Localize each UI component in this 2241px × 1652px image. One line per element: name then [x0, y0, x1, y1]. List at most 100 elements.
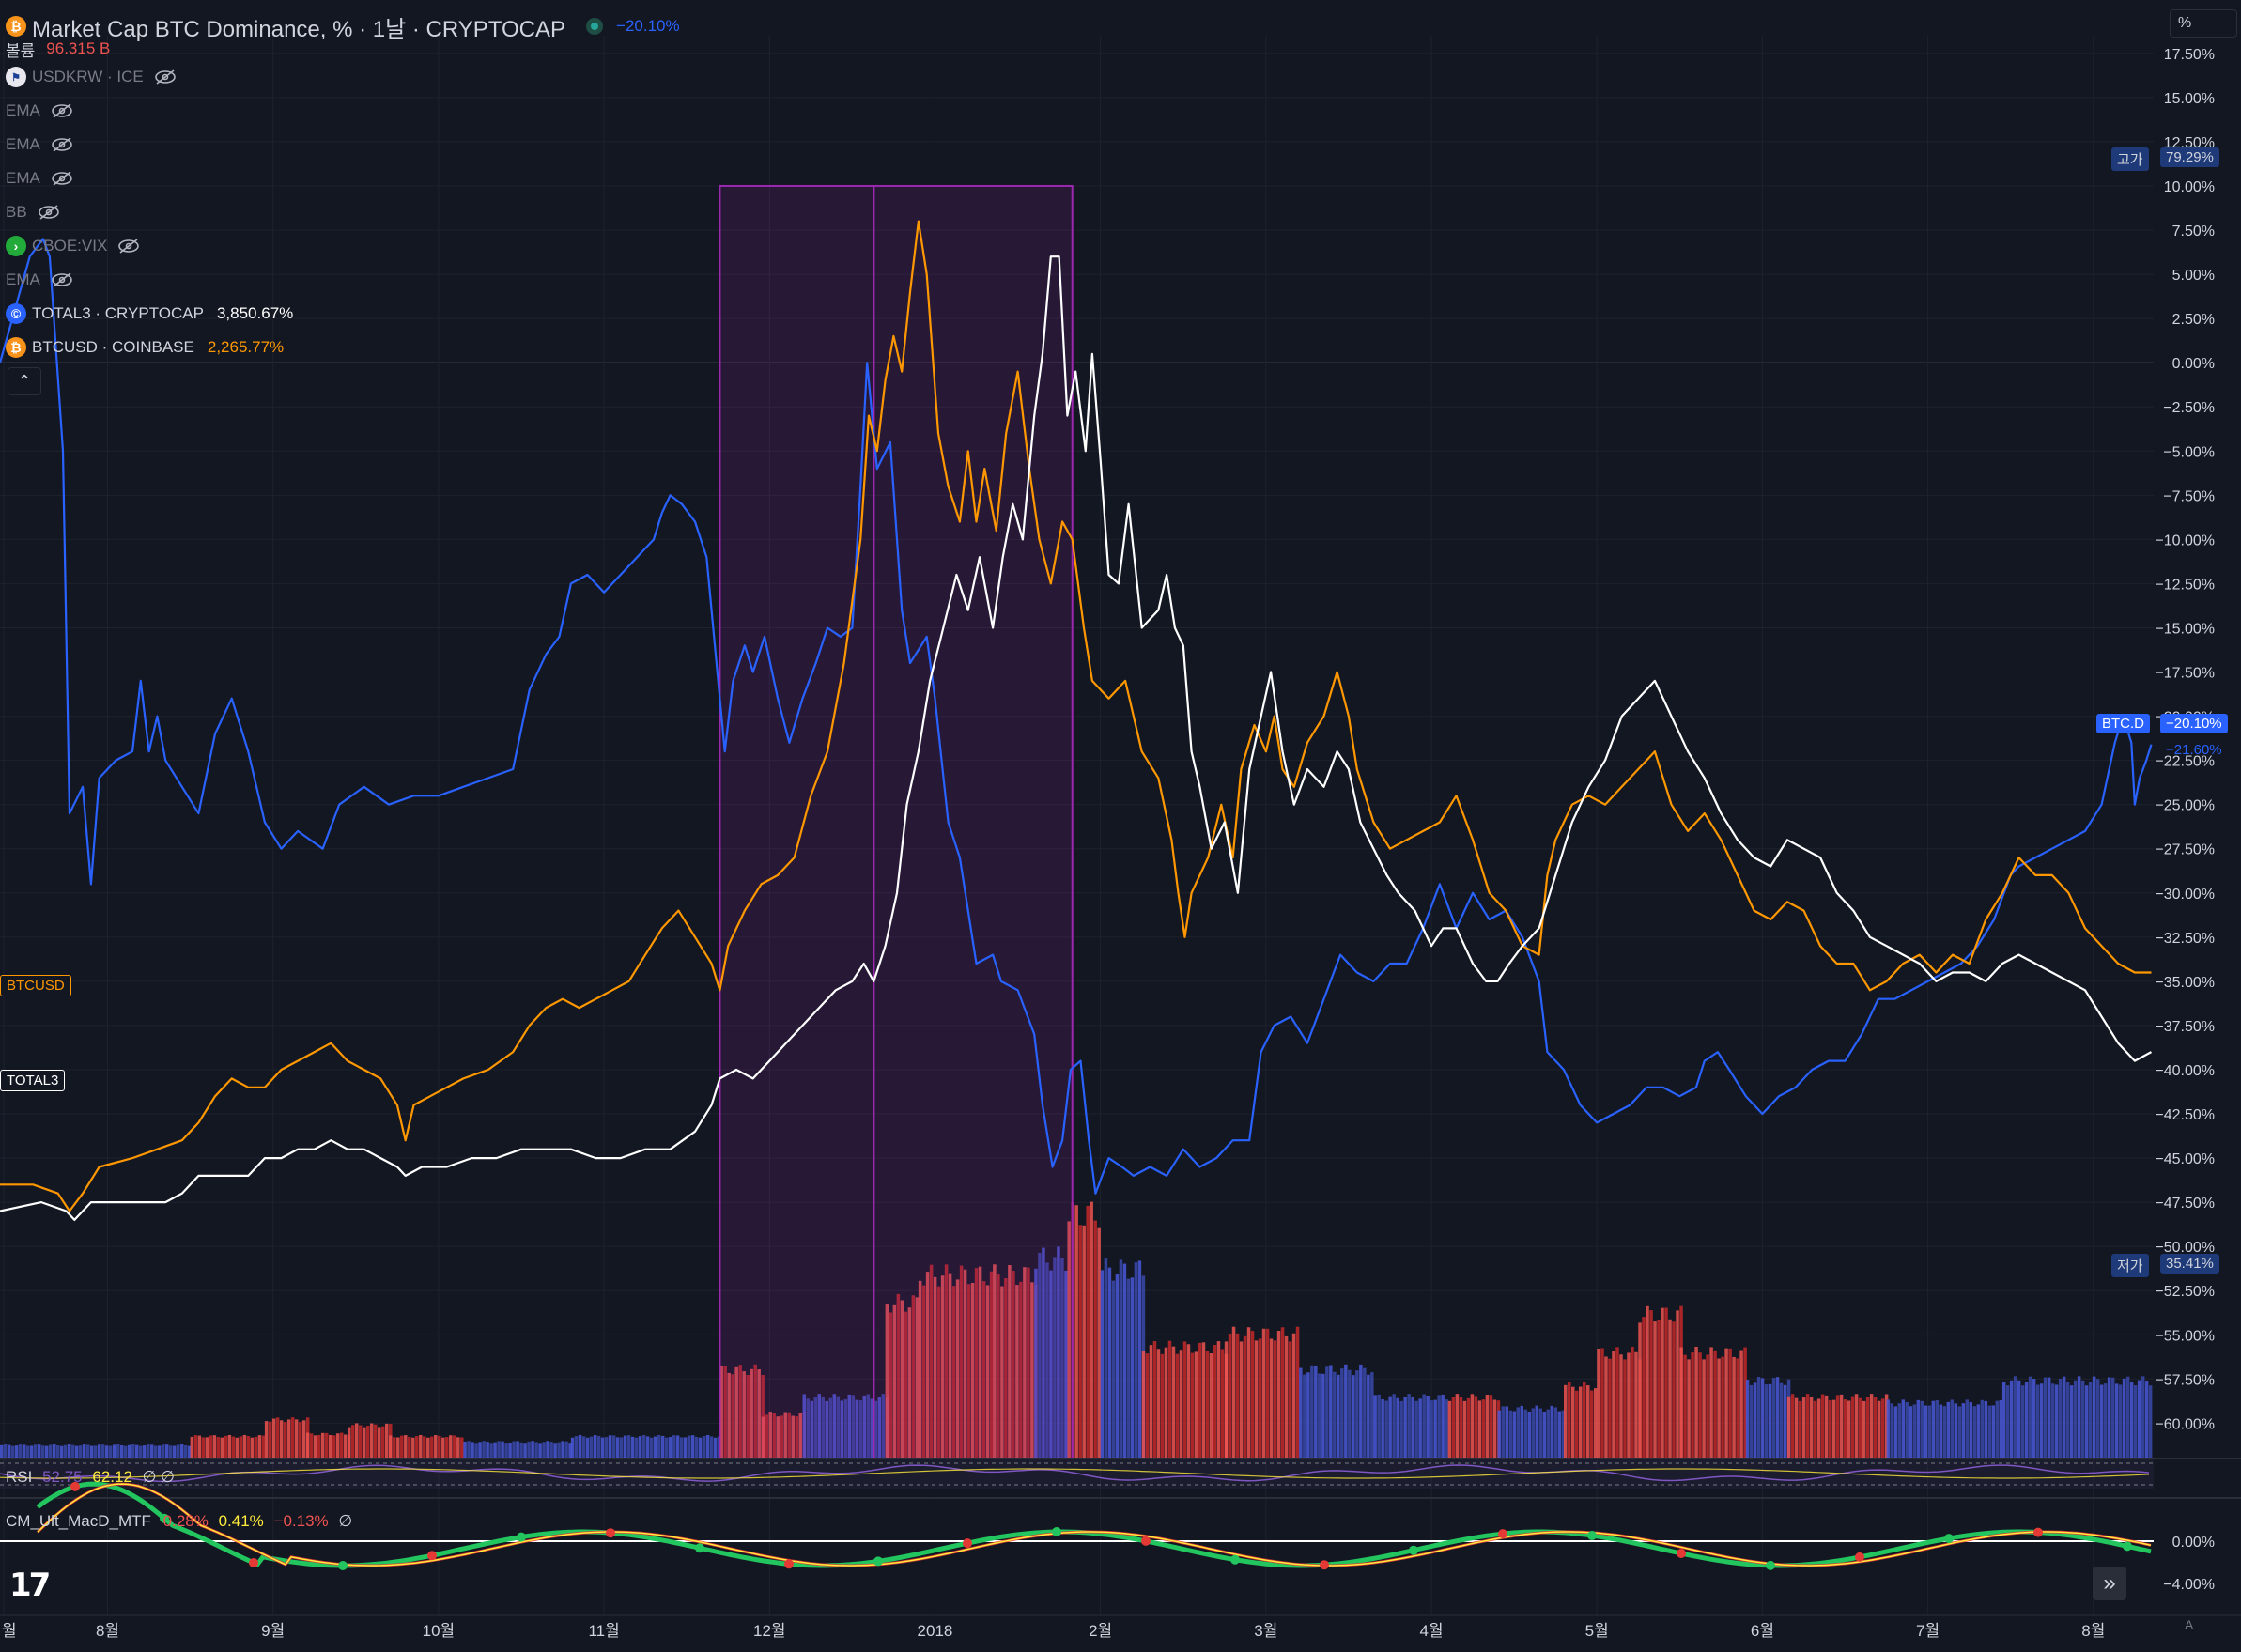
eye-hidden-icon[interactable] [37, 204, 61, 221]
y-tick-label: −30.00% [2155, 887, 2215, 903]
volume-bar [290, 1417, 295, 1459]
legend-series-btcusd[interactable]: ₿ BTCUSD · COINBASE 2,265.77% [0, 331, 680, 364]
macd-label: CM_Ult_MacD_MTF [6, 1512, 151, 1530]
volume-bar [201, 1437, 206, 1459]
rsi-line [0, 1464, 2150, 1483]
macd-cross-dot [249, 1558, 258, 1567]
volume-bar [1535, 1405, 1539, 1459]
volume-bar [723, 1366, 727, 1459]
legend-hidden-item[interactable]: EMA [0, 128, 680, 162]
volume-bar [870, 1398, 874, 1459]
volume-bar [1000, 1286, 1004, 1459]
volume-bar [339, 1432, 344, 1459]
legend-series-total3[interactable]: © TOTAL3 · CRYPTOCAP 3,850.67% [0, 297, 680, 331]
volume-bar [1104, 1258, 1108, 1459]
volume-bar [41, 1445, 45, 1459]
volume-bar [400, 1435, 404, 1459]
volume-bar [1485, 1394, 1490, 1459]
volume-bar [1563, 1384, 1568, 1459]
volume-bar [497, 1441, 501, 1459]
macd-cross-dot [70, 1481, 80, 1491]
btcd-value-tag: −20.10% [2160, 714, 2228, 733]
legend-hidden-item[interactable]: ⚑ USDKRW · ICE [0, 60, 680, 94]
eye-hidden-icon[interactable] [50, 271, 74, 288]
volume-bar [190, 1436, 194, 1459]
macd-cross-dot [1855, 1552, 1864, 1562]
volume-bar [1854, 1394, 1859, 1459]
volume-bar [776, 1416, 780, 1459]
volume-bar [889, 1312, 893, 1459]
volume-bar [1858, 1397, 1862, 1459]
volume-bar [1593, 1388, 1598, 1459]
macd-cross-dot [1766, 1560, 1775, 1570]
volume-bar [1250, 1331, 1255, 1459]
macd-value-1: 0.28% [162, 1512, 209, 1530]
volume-bar [264, 1421, 269, 1459]
legend-hidden-item[interactable]: EMA [0, 162, 680, 195]
x-tick-label: 6월 [1751, 1622, 1774, 1640]
volume-bar [660, 1435, 665, 1459]
percent-scale-button[interactable]: % [2170, 9, 2237, 38]
volume-bar [1531, 1408, 1536, 1459]
volume-bar [1318, 1373, 1321, 1459]
volume-bar [1839, 1394, 1844, 1459]
volume-bar [1604, 1356, 1608, 1459]
volume-bar [1717, 1358, 1721, 1459]
eye-hidden-icon[interactable] [50, 102, 74, 119]
volume-bar [1299, 1367, 1303, 1459]
volume-bar [445, 1437, 449, 1459]
volume-bar [1850, 1396, 1855, 1459]
volume-bar [261, 1435, 266, 1459]
volume-bar [1775, 1377, 1780, 1459]
volume-bar [354, 1423, 359, 1459]
volume-bar [970, 1282, 975, 1459]
legend-hidden-item[interactable]: BB [0, 195, 680, 229]
volume-bar [1186, 1344, 1191, 1459]
tradingview-logo[interactable]: 17 [9, 1567, 51, 1604]
volume-bar [1012, 1271, 1015, 1459]
low-value-tag: 35.41% [2160, 1254, 2219, 1274]
volume-bar [1638, 1322, 1642, 1459]
macd-cross-dot [2033, 1527, 2043, 1537]
macd-legend[interactable]: CM_Ult_MacD_MTF 0.28% 0.41% −0.13% ∅ [6, 1512, 352, 1531]
total3-label[interactable]: TOTAL3 · CRYPTOCAP [32, 304, 204, 322]
legend-hidden-item[interactable]: › CBOE:VIX [0, 229, 680, 263]
x-tick-label: 8월 [2081, 1622, 2105, 1640]
rsi-legend[interactable]: RSI 52.75 62.12 ∅ ∅ [6, 1468, 175, 1487]
eye-hidden-icon[interactable] [153, 69, 178, 85]
volume-bar [1130, 1277, 1135, 1459]
volume-bar [227, 1434, 232, 1459]
volume-bar [1508, 1410, 1513, 1459]
auto-scale-button[interactable]: A [2185, 1617, 2194, 1632]
volume-bar [1561, 1410, 1566, 1459]
volume-bar [1057, 1246, 1060, 1459]
volume-bar [396, 1437, 400, 1459]
volume-bar [79, 1445, 83, 1459]
eye-hidden-icon[interactable] [116, 238, 141, 255]
volume-bar [365, 1425, 370, 1459]
volume-bar [709, 1436, 714, 1459]
volume-bar [1745, 1380, 1750, 1459]
volume-bar [997, 1274, 1000, 1459]
btcusd-label[interactable]: BTCUSD · COINBASE [32, 338, 194, 356]
volume-bar [1030, 1282, 1034, 1459]
chart-title[interactable]: Market Cap BTC Dominance, % · 1날 · CRYPT… [32, 16, 566, 42]
volume-bar [1619, 1354, 1623, 1459]
collapse-legend-button[interactable]: ⌃ [8, 367, 41, 395]
volume-bar [1209, 1353, 1213, 1459]
volume-bar [1134, 1262, 1138, 1459]
eye-hidden-icon[interactable] [50, 136, 74, 153]
volume-bar [1373, 1395, 1377, 1459]
volume-bar [1538, 1408, 1543, 1459]
volume-bar [1954, 1403, 1958, 1459]
scroll-to-realtime-button[interactable]: » [2093, 1567, 2126, 1600]
legend-hidden-item[interactable]: EMA [0, 94, 680, 128]
x-tick-label: 12월 [753, 1622, 786, 1640]
volume-bar [2088, 1382, 2093, 1459]
eye-hidden-icon[interactable] [50, 170, 74, 187]
volume-label[interactable]: 볼륨 [6, 41, 36, 60]
legend-hidden-item[interactable]: EMA [0, 263, 680, 297]
volume-bar [1570, 1386, 1575, 1459]
volume-bar [508, 1443, 512, 1459]
